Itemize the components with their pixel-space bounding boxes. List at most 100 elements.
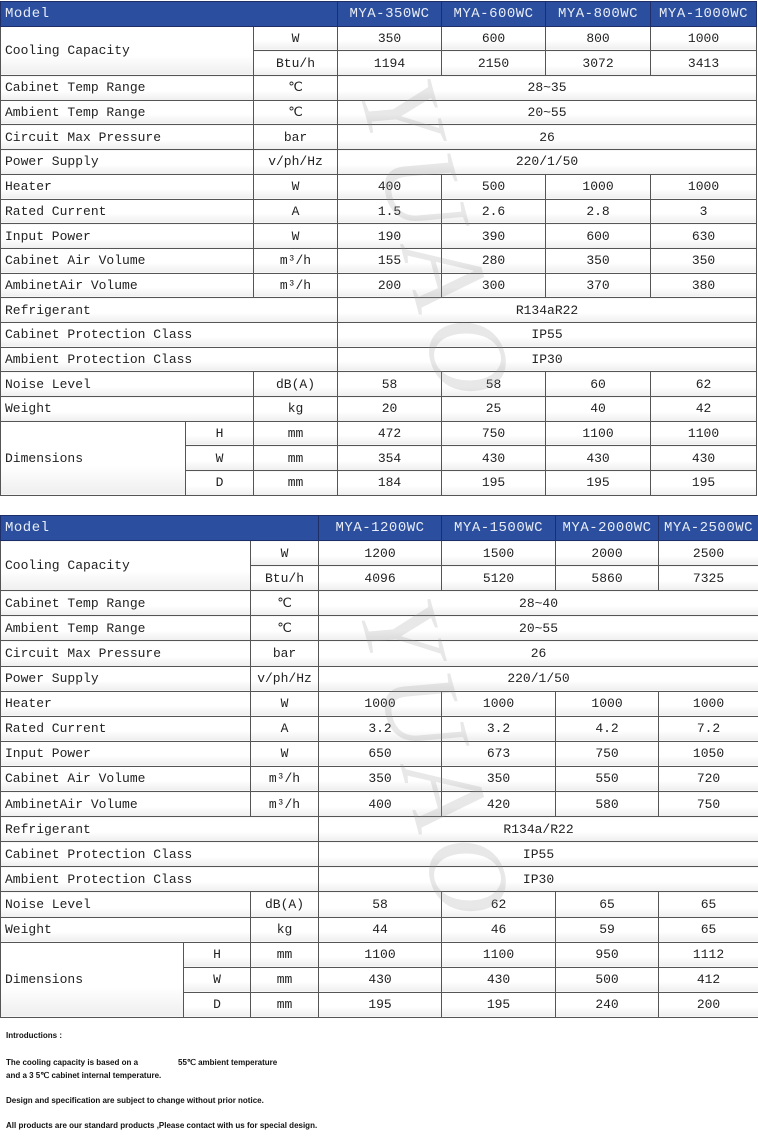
- row-label: Power Supply: [0, 149, 254, 175]
- value-cell: 5120: [441, 565, 557, 592]
- value-cell-merged: 28~35: [337, 75, 758, 101]
- value-cell: 7325: [658, 565, 758, 592]
- row-label: Dimensions: [0, 420, 186, 496]
- row-label: Noise Level: [0, 371, 254, 397]
- value-cell: 5860: [555, 565, 660, 592]
- value-cell: 720: [658, 765, 758, 793]
- unit-cell: A: [252, 198, 339, 225]
- unit-cell: Btu/h: [252, 50, 339, 77]
- value-cell: 2.6: [441, 198, 547, 225]
- row-label: Noise Level: [0, 891, 251, 918]
- unit-cell: dB(A): [249, 891, 320, 918]
- value-cell: 195: [318, 991, 443, 1018]
- dimension-axis: H: [183, 941, 251, 968]
- value-cell: 420: [441, 791, 557, 818]
- unit-cell: Btu/h: [249, 565, 320, 592]
- value-cell: 600: [545, 223, 652, 249]
- table-row: Input Power W 650 673 750 1050: [0, 740, 758, 767]
- row-label: Input Power: [0, 223, 254, 249]
- value-cell: 58: [337, 371, 443, 397]
- row-label: Rated Current: [0, 715, 251, 742]
- unit-cell: ℃: [252, 99, 339, 126]
- value-cell-merged: 20~55: [337, 99, 758, 126]
- value-cell: 412: [658, 966, 758, 993]
- notes-heading: Introductions :: [6, 1031, 62, 1040]
- unit-cell: mm: [249, 991, 320, 1018]
- value-cell: 2000: [555, 540, 660, 567]
- value-cell: 1100: [318, 941, 443, 968]
- value-cell: 500: [441, 173, 547, 200]
- value-cell: 500: [555, 966, 660, 993]
- value-cell: 200: [337, 272, 443, 299]
- row-label: Cabinet Air Volume: [0, 765, 251, 793]
- value-cell: 430: [441, 445, 547, 472]
- unit-cell: v/ph/Hz: [252, 149, 339, 175]
- table-row: Cabinet Air Volume m³/h 155 280 350 350: [0, 247, 758, 274]
- model-name: MYA-600WC: [441, 1, 547, 27]
- unit-cell: W: [249, 690, 320, 717]
- value-cell: 472: [337, 420, 443, 447]
- value-cell: 580: [555, 791, 660, 818]
- row-label: Refrigerant: [0, 297, 339, 323]
- table-row: Refrigerant R134aR22: [0, 297, 758, 323]
- value-cell-merged: IP55: [337, 321, 758, 348]
- value-cell: 1194: [337, 50, 443, 77]
- note-line-1a: The cooling capacity is based on a: [6, 1058, 139, 1067]
- dimension-axis: W: [183, 966, 251, 993]
- row-label: AmbinetAir Volume: [0, 791, 251, 818]
- value-cell: 3.2: [318, 715, 443, 742]
- value-cell: 1000: [441, 690, 557, 717]
- value-cell: 600: [441, 25, 547, 52]
- unit-cell: W: [252, 173, 339, 200]
- value-cell: 65: [658, 916, 758, 943]
- table-row: Power Supply v/ph/Hz 220/1/50: [0, 665, 758, 692]
- value-cell: 62: [650, 371, 758, 397]
- row-label: Cabinet Temp Range: [0, 590, 251, 617]
- value-cell: 2.8: [545, 198, 652, 225]
- unit-cell: ℃: [249, 615, 320, 642]
- value-cell-merged: IP30: [318, 866, 758, 893]
- note-line-3: Design and specification are subject to …: [6, 1096, 264, 1105]
- value-cell: 1100: [441, 941, 557, 968]
- value-cell: 1000: [658, 690, 758, 717]
- row-label: Weight: [0, 396, 254, 422]
- dimension-axis: D: [183, 991, 251, 1018]
- value-cell: 1000: [318, 690, 443, 717]
- row-label: Cabinet Protection Class: [0, 841, 320, 868]
- value-cell: 2150: [441, 50, 547, 77]
- unit-cell: kg: [249, 916, 320, 943]
- unit-cell: m³/h: [252, 272, 339, 299]
- row-label: Circuit Max Pressure: [0, 124, 254, 151]
- row-label: Power Supply: [0, 665, 251, 692]
- value-cell: 350: [545, 247, 652, 274]
- unit-cell: mm: [252, 470, 339, 496]
- value-cell: 1000: [545, 173, 652, 200]
- value-cell: 1050: [658, 740, 758, 767]
- table-row: Cabinet Air Volume m³/h 350 350 550 720: [0, 765, 758, 793]
- value-cell: 25: [441, 396, 547, 422]
- value-cell: 350: [650, 247, 758, 274]
- value-cell: 300: [441, 272, 547, 299]
- value-cell: 60: [545, 371, 652, 397]
- table-row: Weight kg 44 46 59 65: [0, 916, 758, 943]
- row-label: Rated Current: [0, 198, 254, 225]
- value-cell-merged: 220/1/50: [318, 665, 758, 692]
- value-cell: 280: [441, 247, 547, 274]
- value-cell: 195: [441, 991, 557, 1018]
- row-label: Input Power: [0, 740, 251, 767]
- row-label: Heater: [0, 690, 251, 717]
- unit-cell: ℃: [252, 75, 339, 101]
- value-cell: 195: [441, 470, 547, 496]
- note-line-2: and a 3 5℃ cabinet internal temperature.: [6, 1071, 162, 1080]
- model-header: Model: [0, 1, 339, 27]
- row-label: Dimensions: [0, 941, 184, 1018]
- value-cell: 59: [555, 916, 660, 943]
- value-cell: 3072: [545, 50, 652, 77]
- value-cell: 430: [318, 966, 443, 993]
- value-cell: 20: [337, 396, 443, 422]
- row-label: Ambient Protection Class: [0, 866, 320, 893]
- row-label: Refrigerant: [0, 816, 320, 843]
